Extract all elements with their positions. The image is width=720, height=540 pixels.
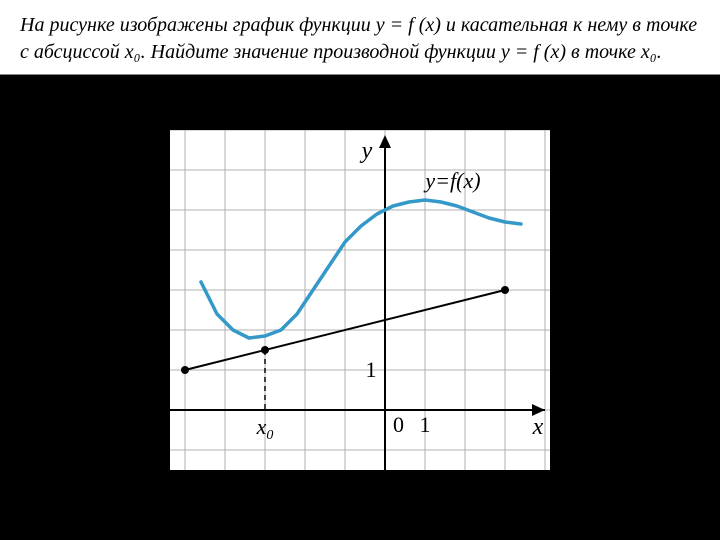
svg-text:0: 0 [393, 412, 404, 437]
svg-text:x: x [532, 414, 544, 440]
problem-statement: На рисунке изображены график функции y =… [0, 0, 720, 75]
svg-text:y: y [360, 138, 373, 164]
problem-text-content: На рисунке изображены график функции y =… [20, 14, 697, 63]
svg-text:y=f(x): y=f(x) [423, 168, 480, 193]
coordinate-plane: yx011y=f(x)x0 [170, 130, 550, 470]
chart-container: yx011y=f(x)x0 [170, 130, 550, 470]
svg-text:1: 1 [420, 412, 431, 437]
svg-text:1: 1 [366, 357, 377, 382]
